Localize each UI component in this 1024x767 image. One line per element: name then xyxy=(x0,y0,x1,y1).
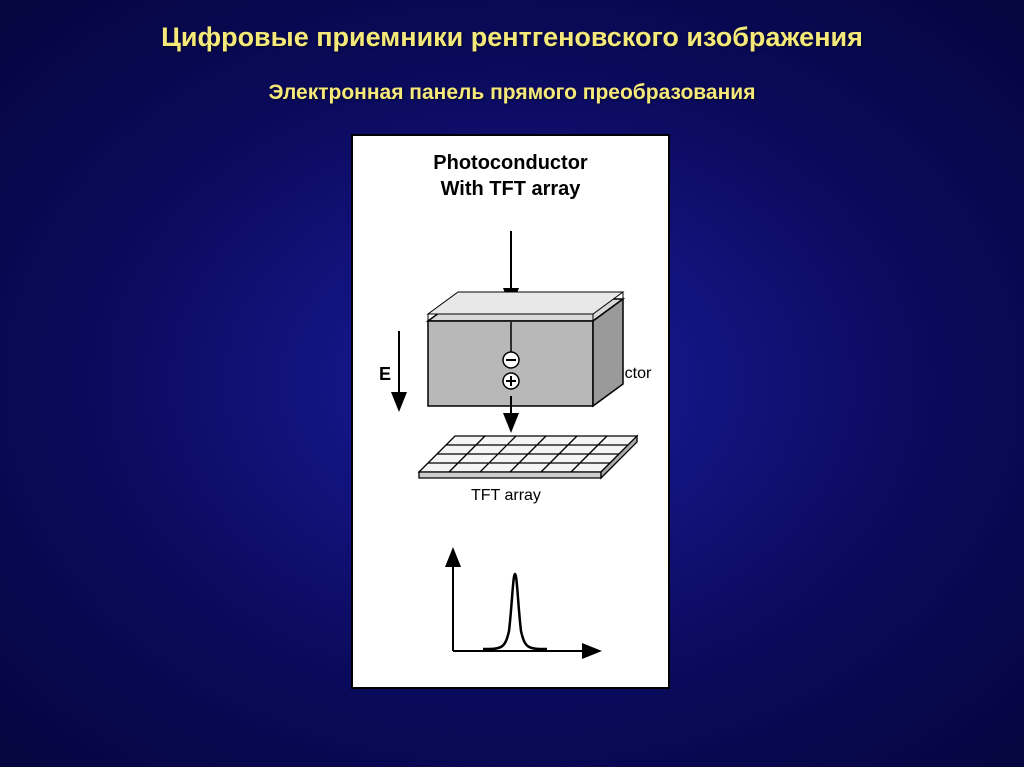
tft-grid xyxy=(419,436,637,472)
diagram-svg xyxy=(353,136,668,687)
diagram-container: Photoconductor With TFT array E photocon… xyxy=(351,134,670,689)
tft-grid-edge xyxy=(419,472,601,478)
slide-title: Цифровые приемники рентгеновского изобра… xyxy=(0,0,1024,53)
slide-subtitle: Электронная панель прямого преобразовани… xyxy=(0,81,1024,105)
response-peak xyxy=(483,574,547,649)
block-top-inner xyxy=(428,292,623,314)
